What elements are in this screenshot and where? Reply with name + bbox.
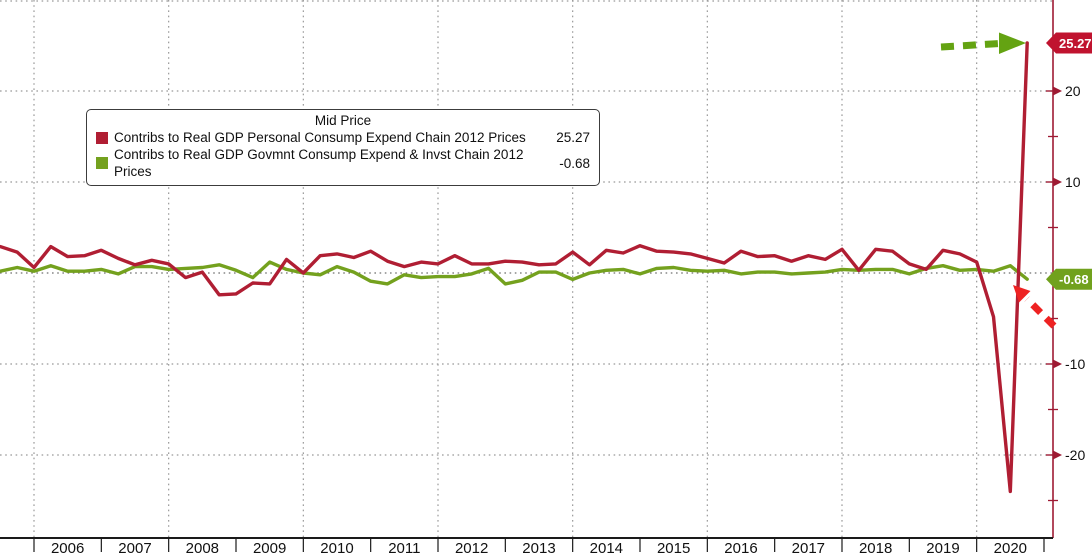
y-tick-label: -20 (1065, 447, 1085, 463)
pce-series-label: Contribs to Real GDP Personal Consump Ex… (114, 130, 526, 145)
green-dashed-arrow (940, 40, 1001, 51)
pce-series-value: 25.27 (556, 130, 590, 145)
y-tick-arrow-icon (1053, 86, 1062, 96)
x-year-label: 2012 (455, 540, 488, 554)
legend-row-govt: Contribs to Real GDP Govmnt Consump Expe… (96, 146, 590, 180)
y-tick-arrow-icon (1053, 450, 1062, 460)
pce-series-swatch-icon (96, 131, 108, 144)
x-year-label: 2006 (51, 540, 84, 554)
red-arrowhead-icon (1013, 285, 1031, 303)
x-year-label: 2020 (994, 540, 1027, 554)
x-year-label: 2018 (859, 540, 892, 554)
x-year-label: 2008 (186, 540, 219, 554)
annotations (940, 32, 1057, 329)
axis-badge-value: 25.27 (1059, 36, 1092, 51)
x-year-label: 2009 (253, 540, 286, 554)
govt-series-swatch-icon (96, 157, 108, 169)
y-tick-arrow-icon (1053, 359, 1062, 369)
govt-series-value: -0.68 (559, 155, 590, 171)
x-year-label: 2014 (590, 540, 623, 554)
y-tick-label: 10 (1065, 174, 1081, 190)
x-year-label: 2016 (724, 540, 757, 554)
axis-value-badges: 25.27 -0.68 (1046, 32, 1092, 290)
y-tick-label: -10 (1065, 356, 1085, 372)
y-tick-label: 20 (1065, 83, 1081, 99)
govt-series-line (0, 260, 1029, 286)
legend-row-pce: Contribs to Real GDP Personal Consump Ex… (96, 129, 590, 146)
legend-box: Mid Price Contribs to Real GDP Personal … (86, 109, 600, 186)
axis-badge-shape (1046, 32, 1092, 54)
x-year-label: 2017 (792, 540, 825, 554)
pce-series-line (0, 41, 1029, 494)
x-year-label: 2019 (926, 540, 959, 554)
axis-badge: 25.27 (1046, 32, 1092, 54)
axis-badge-shape (1046, 268, 1092, 290)
x-year-label: 2013 (522, 540, 555, 554)
govt-series-label: Contribs to Real GDP Govmnt Consump Expe… (114, 147, 524, 179)
x-year-label: 2015 (657, 540, 690, 554)
x-year-label: 2010 (320, 540, 353, 554)
green-arrowhead-icon (999, 32, 1026, 54)
x-year-label: 2007 (118, 540, 151, 554)
red-dashed-arrow (1024, 296, 1057, 329)
x-year-label: 2011 (388, 540, 420, 554)
legend-title: Mid Price (314, 113, 372, 128)
series-lines (0, 41, 1029, 494)
axis-badge: -0.68 (1046, 268, 1092, 290)
y-tick-arrow-icon (1053, 177, 1062, 187)
axis-badge-value: -0.68 (1059, 272, 1089, 287)
